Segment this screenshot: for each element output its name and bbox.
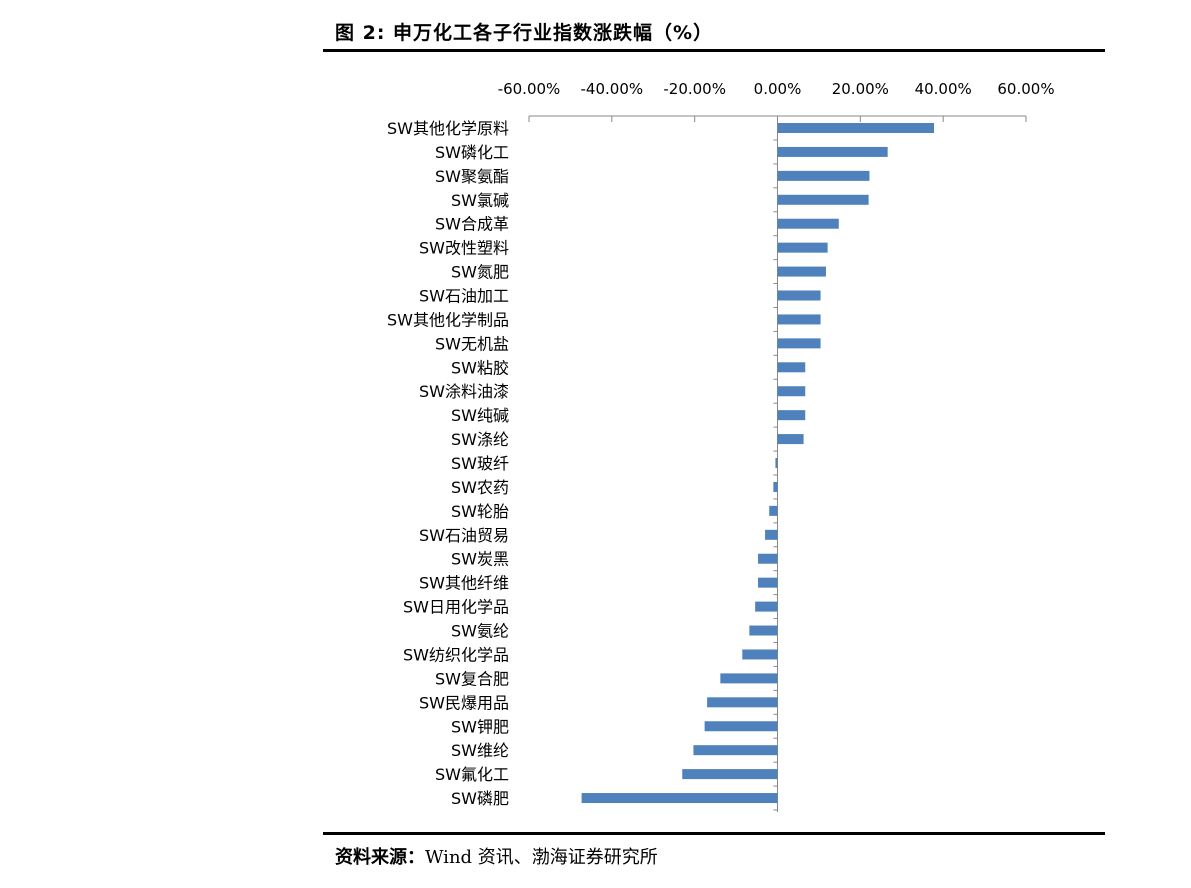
x-tick-label: -40.00%: [581, 80, 644, 98]
bar: [777, 410, 806, 421]
category-label: SW磷肥: [451, 789, 509, 808]
category-label: SW轮胎: [451, 502, 509, 521]
category-label: SW氯碱: [451, 191, 509, 210]
bar: [720, 673, 778, 684]
category-label: SW涤纶: [451, 430, 509, 449]
bar: [773, 481, 778, 492]
bar: [742, 649, 778, 660]
bar: [769, 505, 778, 516]
category-label: SW其他化学制品: [387, 310, 509, 329]
bar: [777, 434, 804, 445]
category-label: SW玻纤: [451, 454, 509, 473]
category-label: SW氟化工: [435, 765, 509, 784]
bar: [777, 146, 888, 157]
x-tick-label: -60.00%: [498, 80, 561, 98]
category-label: SW氨纶: [451, 622, 509, 641]
x-tick-label: 40.00%: [915, 80, 972, 98]
source-label: 资料来源：: [335, 847, 425, 868]
category-label: SW聚氨酯: [435, 167, 509, 186]
bar: [777, 242, 828, 253]
category-label: SW民爆用品: [419, 693, 509, 712]
x-tick-label: 60.00%: [997, 80, 1054, 98]
category-label: SW改性塑料: [419, 239, 509, 258]
category-label: SW日用化学品: [403, 598, 509, 617]
category-label: SW纯碱: [451, 406, 509, 425]
bottom-rule: [323, 832, 1105, 835]
bar: [749, 625, 778, 636]
bar: [682, 769, 778, 780]
bar: [777, 218, 839, 229]
bar: [777, 266, 826, 277]
bar: [758, 553, 778, 564]
category-label: SW农药: [451, 478, 509, 497]
category-label: SW炭黑: [451, 550, 509, 569]
bar: [707, 697, 778, 708]
bar: [777, 338, 821, 349]
x-tick-label: 0.00%: [754, 80, 802, 98]
bar: [581, 793, 778, 804]
category-label: SW合成革: [435, 215, 509, 234]
category-label: SW磷化工: [435, 143, 509, 162]
bar: [777, 314, 821, 325]
source-text: Wind 资讯、渤海证券研究所: [425, 847, 658, 868]
bar: [777, 170, 870, 181]
bars: [581, 123, 935, 804]
category-label: SW复合肥: [435, 669, 509, 688]
bar: [758, 577, 778, 588]
category-label: SW粘胶: [451, 358, 509, 377]
bar: [775, 458, 778, 469]
category-label: SW无机盐: [435, 334, 509, 353]
bar: [777, 290, 821, 301]
category-label: SW维纶: [451, 741, 509, 760]
x-tick-label: -20.00%: [663, 80, 726, 98]
bar: [777, 362, 806, 373]
category-label: SW钾肥: [451, 717, 509, 736]
figure-title: 图 2: 申万化工各子行业指数涨跌幅（%）: [335, 22, 714, 44]
category-labels: SW其他化学原料 SW磷化工 SW聚氨酯 SW氯碱 SW合成革 SW改性塑料 SW氮肥 SW石…: [387, 119, 509, 808]
source-note: 资料来源：Wind 资讯、渤海证券研究所: [335, 843, 658, 869]
bar: [755, 601, 778, 612]
bar: [704, 721, 778, 732]
category-label: SW石油贸易: [419, 526, 509, 545]
category-label: SW其他化学原料: [387, 119, 509, 138]
category-label: SW石油加工: [419, 287, 509, 306]
top-rule: [323, 49, 1105, 52]
bar: [777, 194, 869, 205]
category-label: SW涂料油漆: [419, 382, 509, 401]
category-label: SW其他纤维: [419, 574, 509, 593]
bar: [777, 123, 935, 133]
bar: [765, 529, 778, 540]
category-label: SW纺织化学品: [403, 645, 509, 664]
bar: [777, 386, 806, 397]
category-label: SW氮肥: [451, 263, 509, 282]
bar: [693, 745, 778, 756]
x-axis: -60.00% -40.00% -20.00% 0.00% 20.00% 40.00% 60…: [498, 80, 1055, 813]
x-tick-label: 20.00%: [832, 80, 889, 98]
